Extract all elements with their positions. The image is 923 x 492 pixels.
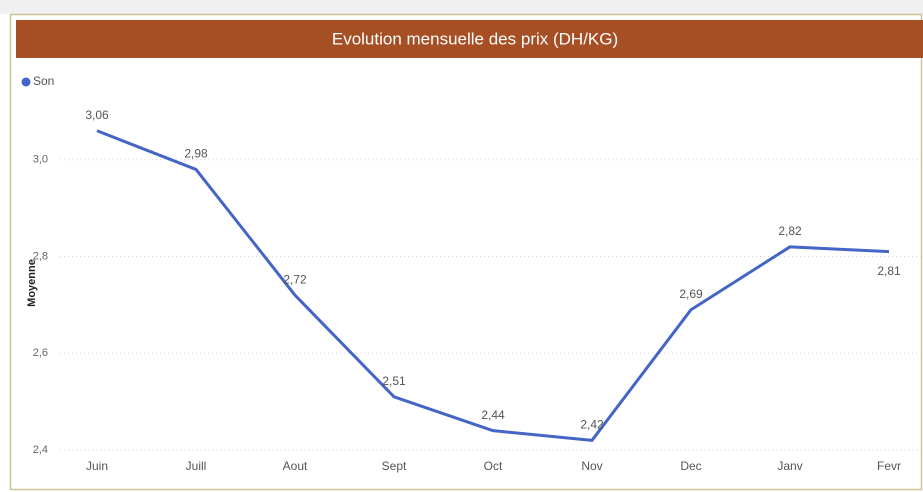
x-tick-label: Juill (186, 459, 207, 473)
top-strip (0, 0, 923, 14)
chart-frame (9, 13, 923, 491)
legend-label: Son (33, 74, 54, 88)
data-label: 2,42 (580, 417, 604, 431)
x-tick-label: Janv (777, 459, 802, 473)
series-line (96, 129, 890, 442)
x-tick-label: Fevr (877, 459, 901, 473)
chart-title: Evolution mensuelle des prix (DH/KG) (332, 29, 618, 48)
data-label: 2,82 (778, 224, 802, 238)
data-label: 3,06 (85, 108, 109, 122)
y-tick-label: 3,0 (33, 154, 48, 166)
data-label: 2,51 (382, 374, 406, 388)
x-tick-label: Dec (680, 459, 701, 473)
x-tick-label: Oct (484, 459, 503, 473)
y-tick-label: 2,4 (33, 444, 48, 456)
y-tick-label: 2,6 (33, 347, 48, 359)
legend-marker (21, 77, 31, 87)
y-tick-label: 2,8 (33, 250, 48, 262)
data-label: 2,69 (679, 287, 703, 301)
data-label: 2,44 (481, 408, 505, 422)
x-tick-label: Juin (86, 459, 108, 473)
x-tick-label: Sept (382, 459, 407, 473)
x-tick-label: Aout (283, 459, 308, 473)
data-label: 2,81 (877, 264, 901, 278)
data-label: 2,72 (283, 272, 307, 286)
y-axis-title: Moyenne (26, 259, 38, 307)
title-bar (16, 20, 923, 58)
x-tick-label: Nov (581, 459, 602, 473)
data-label: 2,98 (184, 147, 208, 161)
